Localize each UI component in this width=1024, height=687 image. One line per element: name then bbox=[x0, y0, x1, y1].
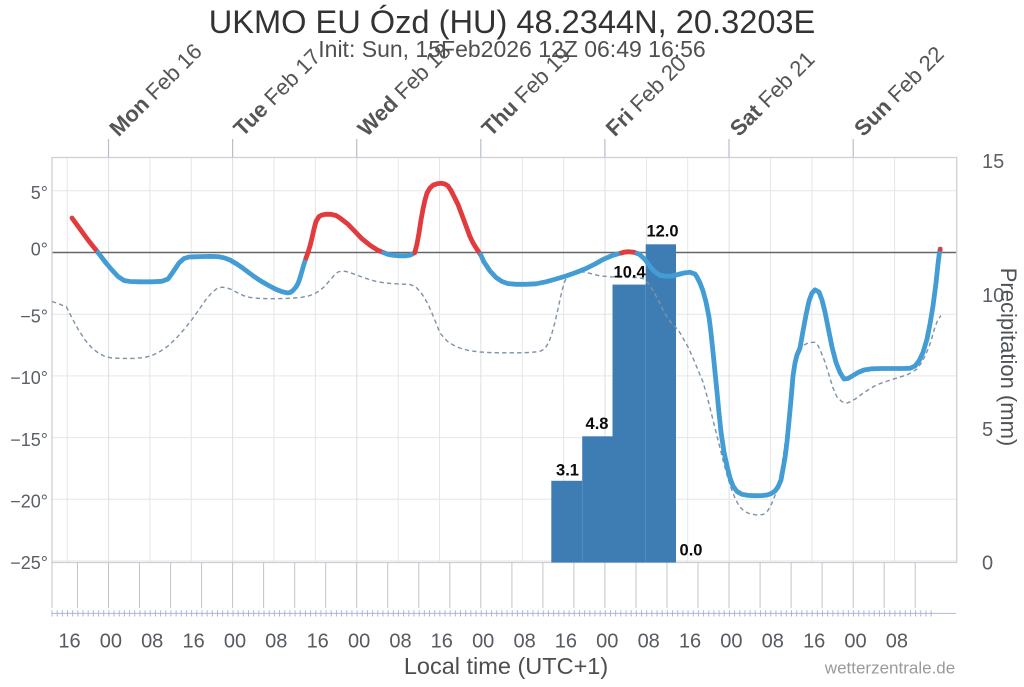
svg-text:wetterzentrale.de: wetterzentrale.de bbox=[824, 659, 955, 678]
svg-text:16: 16 bbox=[182, 631, 204, 653]
svg-text:5: 5 bbox=[982, 419, 993, 441]
svg-text:−20°: −20° bbox=[10, 492, 48, 512]
svg-text:3.1: 3.1 bbox=[556, 462, 579, 480]
svg-text:10: 10 bbox=[982, 285, 1004, 307]
svg-text:08: 08 bbox=[638, 631, 660, 653]
svg-text:0: 0 bbox=[982, 553, 993, 575]
svg-text:12.0: 12.0 bbox=[646, 223, 678, 241]
svg-text:00: 00 bbox=[100, 631, 122, 653]
svg-text:00: 00 bbox=[844, 631, 866, 653]
svg-text:−10°: −10° bbox=[10, 368, 48, 388]
svg-text:−15°: −15° bbox=[10, 430, 48, 450]
svg-text:10.4: 10.4 bbox=[614, 263, 647, 281]
svg-text:16: 16 bbox=[679, 631, 701, 653]
svg-text:UKMO EU Ózd (HU) 48.2344N, 20.: UKMO EU Ózd (HU) 48.2344N, 20.3203E bbox=[209, 3, 816, 40]
svg-text:00: 00 bbox=[720, 631, 742, 653]
svg-text:−5°: −5° bbox=[20, 306, 48, 326]
svg-text:08: 08 bbox=[265, 631, 287, 653]
svg-text:0°: 0° bbox=[31, 240, 48, 260]
svg-text:00: 00 bbox=[348, 631, 370, 653]
svg-text:16: 16 bbox=[431, 631, 453, 653]
svg-text:15: 15 bbox=[982, 151, 1004, 173]
svg-text:16: 16 bbox=[555, 631, 577, 653]
svg-text:08: 08 bbox=[762, 631, 784, 653]
svg-text:00: 00 bbox=[224, 631, 246, 653]
svg-text:08: 08 bbox=[886, 631, 908, 653]
svg-text:08: 08 bbox=[389, 631, 411, 653]
svg-text:16: 16 bbox=[307, 631, 329, 653]
svg-text:5°: 5° bbox=[31, 183, 48, 203]
svg-text:Precipitation (mm): Precipitation (mm) bbox=[996, 268, 1021, 446]
svg-text:−25°: −25° bbox=[10, 553, 48, 573]
svg-text:Local time (UTC+1): Local time (UTC+1) bbox=[404, 653, 608, 679]
svg-text:16: 16 bbox=[58, 631, 80, 653]
svg-text:4.8: 4.8 bbox=[586, 415, 609, 433]
svg-text:08: 08 bbox=[141, 631, 163, 653]
svg-text:00: 00 bbox=[472, 631, 494, 653]
svg-text:08: 08 bbox=[513, 631, 535, 653]
svg-text:0.0: 0.0 bbox=[680, 542, 703, 560]
svg-text:00: 00 bbox=[596, 631, 618, 653]
svg-text:16: 16 bbox=[803, 631, 825, 653]
svg-text:Init: Sun, 15Feb2026 12Z 06:49: Init: Sun, 15Feb2026 12Z 06:49 16:56 bbox=[318, 36, 705, 62]
